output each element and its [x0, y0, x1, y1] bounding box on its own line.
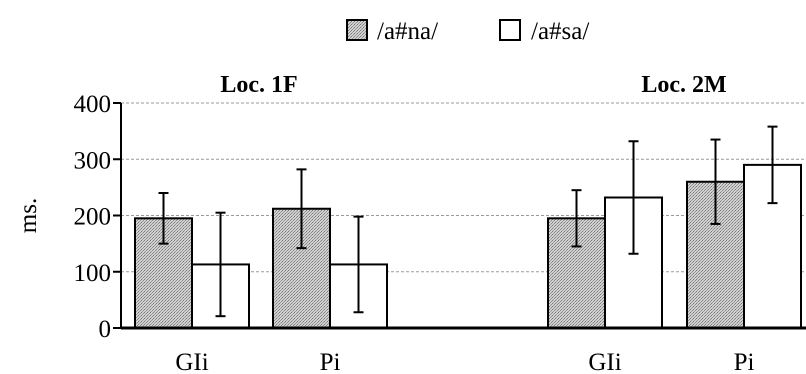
y-axis-label: ms.: [15, 198, 42, 233]
x-tick-label-1-Pi: Pi: [320, 349, 341, 374]
panel-title-2: Loc. 2M: [641, 72, 726, 98]
bars: [134, 125, 802, 329]
y-tick-label-300: 300: [74, 147, 112, 174]
x-tick-label-1-GIi: GIi: [175, 349, 208, 374]
legend-swatch-na: [346, 19, 368, 41]
x-tick-label-2-Pi: Pi: [734, 349, 755, 374]
labels: 0 100 200 300 400 ms. Loc. 1F GIi Pi Loc. 2M GIi Pi: [15, 72, 754, 374]
bar-2-Pi-sa: [743, 163, 802, 329]
legend-label-sa: /a#sa/: [531, 18, 589, 45]
axes: [113, 102, 806, 330]
legend-swatch-sa: [499, 19, 521, 41]
x-tick-label-2-GIi: GIi: [588, 349, 621, 374]
legend: /a#na/ /a#sa/: [346, 18, 589, 45]
legend-label-na: /a#na/: [377, 18, 438, 45]
panel-title-1: Loc. 1F: [220, 72, 297, 98]
y-tick-label-200: 200: [74, 204, 112, 231]
y-tick-label-100: 100: [74, 260, 112, 287]
y-tick-label-0: 0: [99, 316, 112, 343]
y-tick-label-400: 400: [74, 91, 112, 118]
